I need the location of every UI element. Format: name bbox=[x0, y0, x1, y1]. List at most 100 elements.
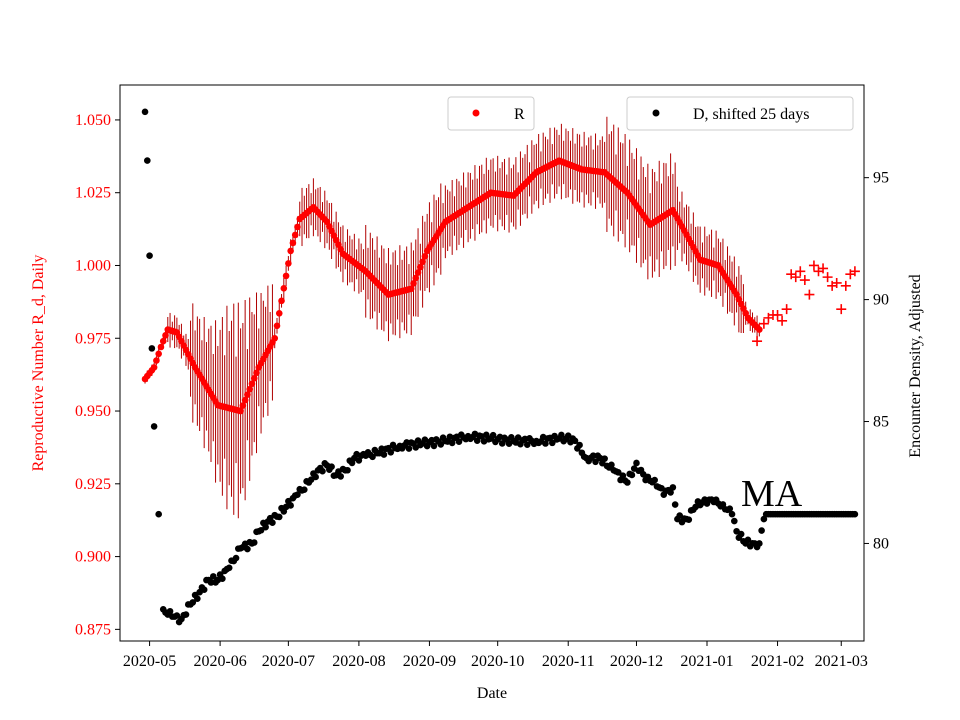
d-point bbox=[344, 466, 351, 474]
r-forecast-point bbox=[799, 275, 810, 286]
d-point bbox=[614, 469, 622, 476]
d-point bbox=[851, 510, 859, 518]
d-point bbox=[498, 440, 506, 447]
legend-d-marker bbox=[652, 109, 660, 117]
r-point bbox=[294, 223, 301, 231]
r-forecast-point bbox=[849, 266, 860, 277]
d-point bbox=[619, 472, 627, 479]
d-point bbox=[571, 437, 579, 445]
r-forecast-point bbox=[758, 318, 769, 329]
left-y-tick-label: 1.025 bbox=[75, 185, 111, 202]
r-forecast-point bbox=[752, 336, 763, 347]
r-point bbox=[412, 274, 420, 282]
d-point bbox=[166, 607, 174, 615]
d-point bbox=[369, 453, 376, 461]
r-forecast-point bbox=[836, 304, 847, 315]
r-point bbox=[280, 285, 288, 292]
d-point bbox=[319, 467, 326, 475]
d-point bbox=[209, 573, 217, 580]
d-point bbox=[144, 157, 151, 164]
d-point bbox=[200, 586, 208, 593]
r-forecast-point bbox=[818, 263, 829, 274]
r-forecast-series bbox=[752, 260, 860, 347]
r-point bbox=[421, 253, 429, 260]
left-y-tick-label: 0.950 bbox=[75, 403, 111, 420]
state-annotation: MA bbox=[741, 473, 803, 515]
d-point bbox=[558, 431, 565, 439]
d-point bbox=[633, 459, 640, 467]
d-point bbox=[726, 505, 734, 513]
d-point bbox=[219, 575, 226, 583]
d-point bbox=[194, 595, 201, 602]
right-y-tick-label: 80 bbox=[873, 535, 889, 552]
d-point bbox=[576, 441, 583, 449]
d-point bbox=[628, 471, 636, 479]
r-point bbox=[273, 322, 281, 330]
legend-d-box bbox=[626, 96, 854, 131]
r-point bbox=[407, 285, 415, 293]
left-y-tick-label: 0.900 bbox=[75, 549, 111, 566]
x-tick-label: 2020-08 bbox=[332, 653, 385, 670]
x-tick-label: 2021-02 bbox=[751, 653, 804, 670]
x-tick-label: 2020-07 bbox=[262, 653, 315, 670]
r-point bbox=[271, 334, 279, 342]
r-point bbox=[155, 350, 162, 358]
legend-r-box bbox=[447, 96, 535, 131]
d-point bbox=[250, 539, 258, 546]
x-axis-ticks: 2020-05 2020-06 2020-07 2020-08 2020-09 2020-… bbox=[123, 641, 868, 670]
r-point bbox=[246, 385, 253, 393]
d-point bbox=[294, 491, 301, 498]
r-point bbox=[153, 357, 160, 364]
d-point bbox=[489, 431, 497, 439]
d-point bbox=[756, 540, 763, 547]
x-tick-label: 2020-06 bbox=[193, 653, 246, 670]
d-point bbox=[448, 439, 456, 447]
r-series bbox=[141, 157, 763, 415]
legend-r-label: R bbox=[514, 106, 525, 123]
r-forecast-point bbox=[840, 280, 851, 291]
d-point bbox=[728, 510, 736, 518]
right-y-axis-ticks: 80 85 90 95 bbox=[864, 170, 889, 552]
left-y-axis-ticks: 0.875 0.900 0.925 0.950 0.975 1.000 1.025 1.050 bbox=[75, 112, 120, 638]
x-tick-label: 2021-01 bbox=[680, 653, 733, 670]
d-point bbox=[262, 523, 269, 531]
d-point bbox=[155, 510, 162, 518]
d-point bbox=[225, 564, 233, 572]
r-point bbox=[239, 402, 247, 409]
r-point bbox=[278, 297, 285, 305]
d-point bbox=[437, 441, 445, 448]
r-point bbox=[162, 332, 169, 339]
d-point bbox=[189, 599, 197, 606]
d-point bbox=[667, 489, 674, 496]
d-point bbox=[337, 473, 344, 480]
x-tick-label: 2020-11 bbox=[542, 653, 595, 670]
r-point bbox=[244, 391, 251, 398]
d-point bbox=[232, 554, 240, 562]
r-point bbox=[417, 263, 424, 271]
r-point bbox=[287, 247, 294, 255]
d-point bbox=[244, 545, 251, 553]
d-point bbox=[300, 486, 308, 493]
d-point bbox=[173, 612, 181, 619]
r-point bbox=[241, 396, 249, 404]
r-forecast-point bbox=[831, 277, 842, 288]
d-point bbox=[269, 519, 276, 527]
r-point bbox=[253, 369, 260, 377]
right-y-tick-label: 85 bbox=[873, 414, 889, 431]
d-point bbox=[312, 473, 319, 481]
legend-d-label: D, shifted 25 days bbox=[693, 106, 809, 123]
d-point bbox=[624, 479, 631, 486]
legend-r: R bbox=[447, 96, 535, 131]
d-point bbox=[669, 484, 677, 491]
left-y-tick-label: 0.875 bbox=[75, 621, 111, 638]
r-point bbox=[285, 260, 292, 267]
legend-d: D, shifted 25 days bbox=[626, 96, 854, 131]
d-point bbox=[601, 455, 608, 462]
r-point bbox=[248, 380, 256, 388]
d-point bbox=[542, 440, 549, 447]
r-forecast-point bbox=[772, 309, 783, 320]
x-tick-label: 2021-03 bbox=[815, 653, 868, 670]
r-point bbox=[150, 364, 158, 371]
d-point bbox=[523, 441, 531, 448]
